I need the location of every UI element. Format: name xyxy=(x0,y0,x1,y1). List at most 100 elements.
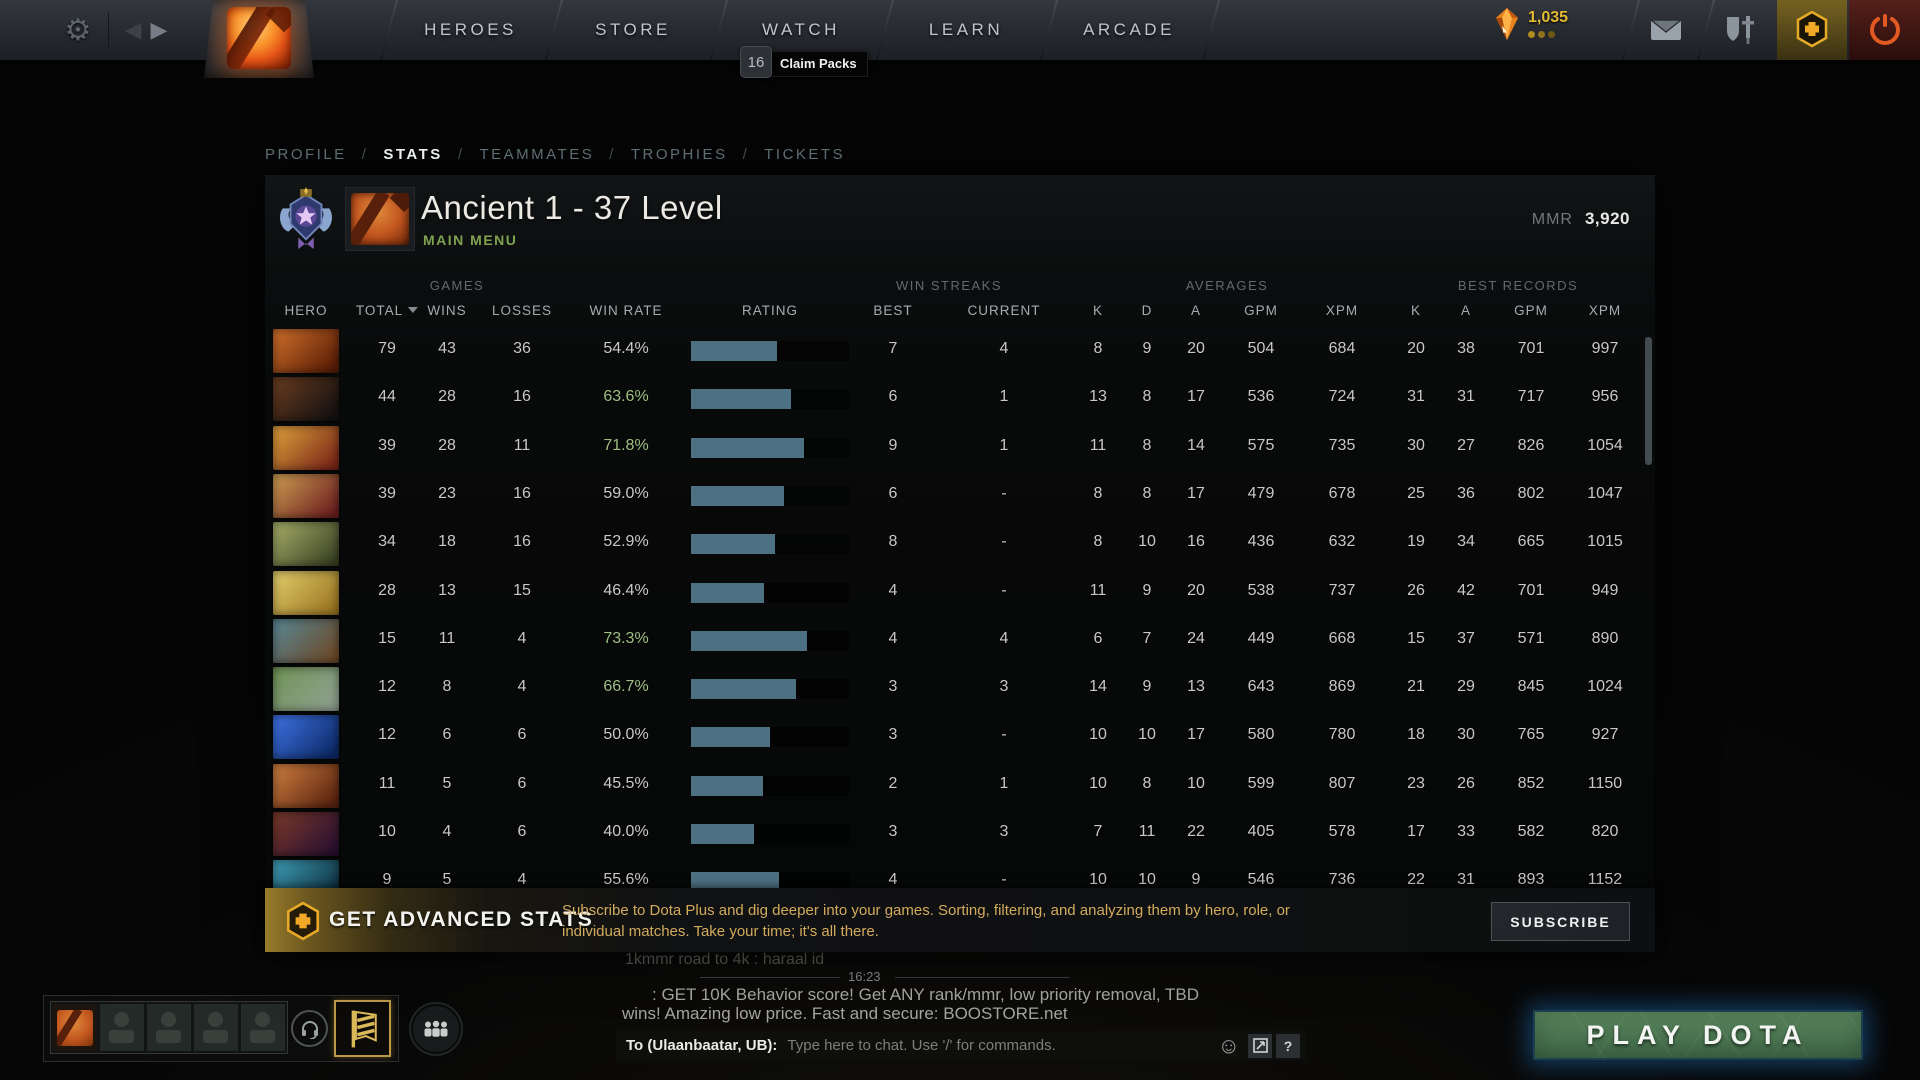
hero-portrait[interactable] xyxy=(273,570,339,615)
table-row[interactable]: 11 5 6 45.5% 2 1 10 8 10 599 807 23 26 852 1150 xyxy=(265,762,1655,810)
dashboard-logo-plate[interactable] xyxy=(204,0,314,78)
win-rate-bar xyxy=(691,582,764,603)
win-rate-bar-track xyxy=(691,872,849,888)
hero-portrait[interactable] xyxy=(273,715,339,760)
party-slot-empty[interactable] xyxy=(194,1004,238,1051)
party-slot-empty[interactable] xyxy=(100,1004,144,1051)
column-header-gpm[interactable]: GPM xyxy=(1244,303,1278,318)
stat-cell-wins: 5 xyxy=(442,774,452,792)
stat-cell-d: 8 xyxy=(1142,484,1152,502)
chat-help-button[interactable]: ? xyxy=(1276,1033,1300,1058)
party-slot-empty[interactable] xyxy=(241,1004,285,1051)
stat-cell-bgpm: 845 xyxy=(1517,678,1545,696)
stat-cell-bk: 22 xyxy=(1407,871,1425,888)
hero-portrait[interactable] xyxy=(273,812,339,856)
subscribe-button[interactable]: SUBSCRIBE xyxy=(1491,902,1630,941)
stat-cell-losses: 6 xyxy=(517,726,527,744)
table-row[interactable]: 39 23 16 59.0% 6 - 8 8 17 479 678 25 36 802 1047 xyxy=(265,472,1655,520)
table-group-header: BEST RECORDS xyxy=(1457,278,1579,293)
hero-portrait[interactable] xyxy=(273,425,339,470)
stat-cell-xpm: 724 xyxy=(1328,388,1356,406)
table-row[interactable]: 28 13 15 46.4% 4 - 11 9 20 538 737 26 42 701 949 xyxy=(265,569,1655,617)
mail-button[interactable] xyxy=(1640,0,1692,60)
breadcrumb-teammates[interactable]: TEAMMATES xyxy=(479,146,595,163)
win-rate-bar-track xyxy=(691,824,849,844)
column-header-bxpm[interactable]: XPM xyxy=(1588,303,1622,318)
advanced-stats-description: Subscribe to Dota Plus and dig deeper in… xyxy=(562,900,1290,942)
nav-back-icon[interactable]: ◀ xyxy=(124,17,142,42)
column-header-bgpm[interactable]: GPM xyxy=(1514,303,1548,318)
stat-cell-current: - xyxy=(1001,533,1007,551)
column-header-current[interactable]: CURRENT xyxy=(967,303,1041,318)
hero-portrait[interactable] xyxy=(273,618,339,663)
hero-portrait[interactable] xyxy=(273,860,339,888)
table-row[interactable]: 12 6 6 50.0% 3 - 10 10 17 580 780 18 30 765 927 xyxy=(265,713,1655,761)
table-row[interactable]: 34 18 16 52.9% 8 - 8 10 16 436 632 19 34 665 1015 xyxy=(265,520,1655,568)
stat-cell-k: 11 xyxy=(1089,581,1107,599)
column-header-total[interactable]: TOTAL xyxy=(356,303,419,318)
table-row[interactable]: 79 43 36 54.4% 7 4 8 9 20 504 684 20 38 701 997 xyxy=(265,327,1655,375)
tab-heroes[interactable]: HEROES xyxy=(424,20,517,39)
description-line: Subscribe to Dota Plus and dig deeper in… xyxy=(562,902,1290,919)
breadcrumb-stats[interactable]: STATS xyxy=(383,146,443,163)
party-slot-empty[interactable] xyxy=(147,1004,191,1051)
table-row[interactable]: 15 11 4 73.3% 4 4 6 7 24 449 668 15 37 571 890 xyxy=(265,617,1655,665)
hero-portrait[interactable] xyxy=(273,377,339,422)
nav-forward-icon[interactable]: ▶ xyxy=(150,17,168,42)
hero-portrait[interactable] xyxy=(273,763,339,808)
column-header-ba[interactable]: A xyxy=(1460,303,1472,318)
tab-arcade[interactable]: ARCADE xyxy=(1083,20,1175,39)
column-header-wins[interactable]: WINS xyxy=(427,303,467,318)
hero-stats-table: 79 43 36 54.4% 7 4 8 9 20 504 684 20 38 701 997 44 28 16 6… xyxy=(265,327,1655,888)
hero-portrait[interactable] xyxy=(273,473,339,518)
column-header-rating[interactable]: RATING xyxy=(742,303,798,318)
friends-list-button[interactable] xyxy=(411,1004,461,1054)
stat-cell-bxpm: 1024 xyxy=(1587,678,1623,696)
stat-cell-best: 2 xyxy=(888,774,898,792)
breadcrumb-profile[interactable]: PROFILE xyxy=(265,146,347,163)
stat-cell-ba: 29 xyxy=(1457,678,1475,696)
column-header-k[interactable]: K xyxy=(1092,303,1104,318)
win-rate-bar xyxy=(691,630,807,651)
armory-button[interactable] xyxy=(1712,0,1770,60)
stat-cell-d: 10 xyxy=(1138,726,1156,744)
column-header-losses[interactable]: LOSSES xyxy=(491,303,553,318)
chat-popout-icon[interactable] xyxy=(1248,1033,1272,1058)
party-slot-self[interactable] xyxy=(53,1004,97,1051)
table-row[interactable]: 44 28 16 63.6% 6 1 13 8 17 536 724 31 31 717 956 xyxy=(265,375,1655,423)
stat-cell-gpm: 546 xyxy=(1247,871,1275,888)
table-row[interactable]: 9 5 4 55.6% 4 - 10 10 9 546 736 22 31 893 1152 xyxy=(265,858,1655,888)
table-scrollbar[interactable] xyxy=(1645,337,1652,465)
tab-watch[interactable]: WATCH xyxy=(762,20,840,39)
profile-avatar[interactable] xyxy=(345,187,415,251)
hero-portrait[interactable] xyxy=(273,667,339,712)
stat-cell-d: 10 xyxy=(1138,533,1156,551)
chat-input[interactable] xyxy=(785,1036,1218,1055)
hero-portrait[interactable] xyxy=(273,329,339,373)
table-row[interactable]: 39 28 11 71.8% 9 1 11 8 14 575 735 30 27 826 1054 xyxy=(265,424,1655,472)
column-header-a[interactable]: A xyxy=(1190,303,1202,318)
stat-cell-current: 1 xyxy=(999,388,1009,406)
dota-plus-button[interactable] xyxy=(1777,0,1847,60)
column-header-hero[interactable]: HERO xyxy=(284,303,328,318)
breadcrumb-trophies[interactable]: TROPHIES xyxy=(630,146,728,163)
column-header-best[interactable]: BEST xyxy=(873,303,913,318)
play-dota-button[interactable]: PLAY DOTA xyxy=(1533,1010,1863,1060)
table-row[interactable]: 12 8 4 66.7% 3 3 14 9 13 643 869 21 29 845 1024 xyxy=(265,665,1655,713)
column-header-rate[interactable]: WIN RATE xyxy=(589,303,663,318)
guild-banner-button[interactable] xyxy=(334,1000,391,1057)
voice-chat-button[interactable] xyxy=(291,1010,328,1047)
emoticon-icon[interactable]: ☺ xyxy=(1217,1032,1240,1058)
breadcrumb-tickets[interactable]: TICKETS xyxy=(764,146,846,163)
hero-portrait[interactable] xyxy=(273,522,339,567)
claim-packs-badge[interactable]: 16 xyxy=(740,46,772,78)
tab-learn[interactable]: LEARN xyxy=(928,20,1004,39)
settings-gear-icon[interactable]: ⚙ xyxy=(64,13,92,47)
column-header-d[interactable]: D xyxy=(1141,303,1153,318)
column-header-xpm[interactable]: XPM xyxy=(1325,303,1359,318)
column-header-bk[interactable]: K xyxy=(1410,303,1422,318)
tab-store[interactable]: STORE xyxy=(595,20,671,39)
shards-balance[interactable]: 1,035 xyxy=(1494,8,1568,40)
table-row[interactable]: 10 4 6 40.0% 3 3 7 11 22 405 578 17 33 582 820 xyxy=(265,810,1655,858)
power-quit-button[interactable] xyxy=(1849,0,1920,60)
